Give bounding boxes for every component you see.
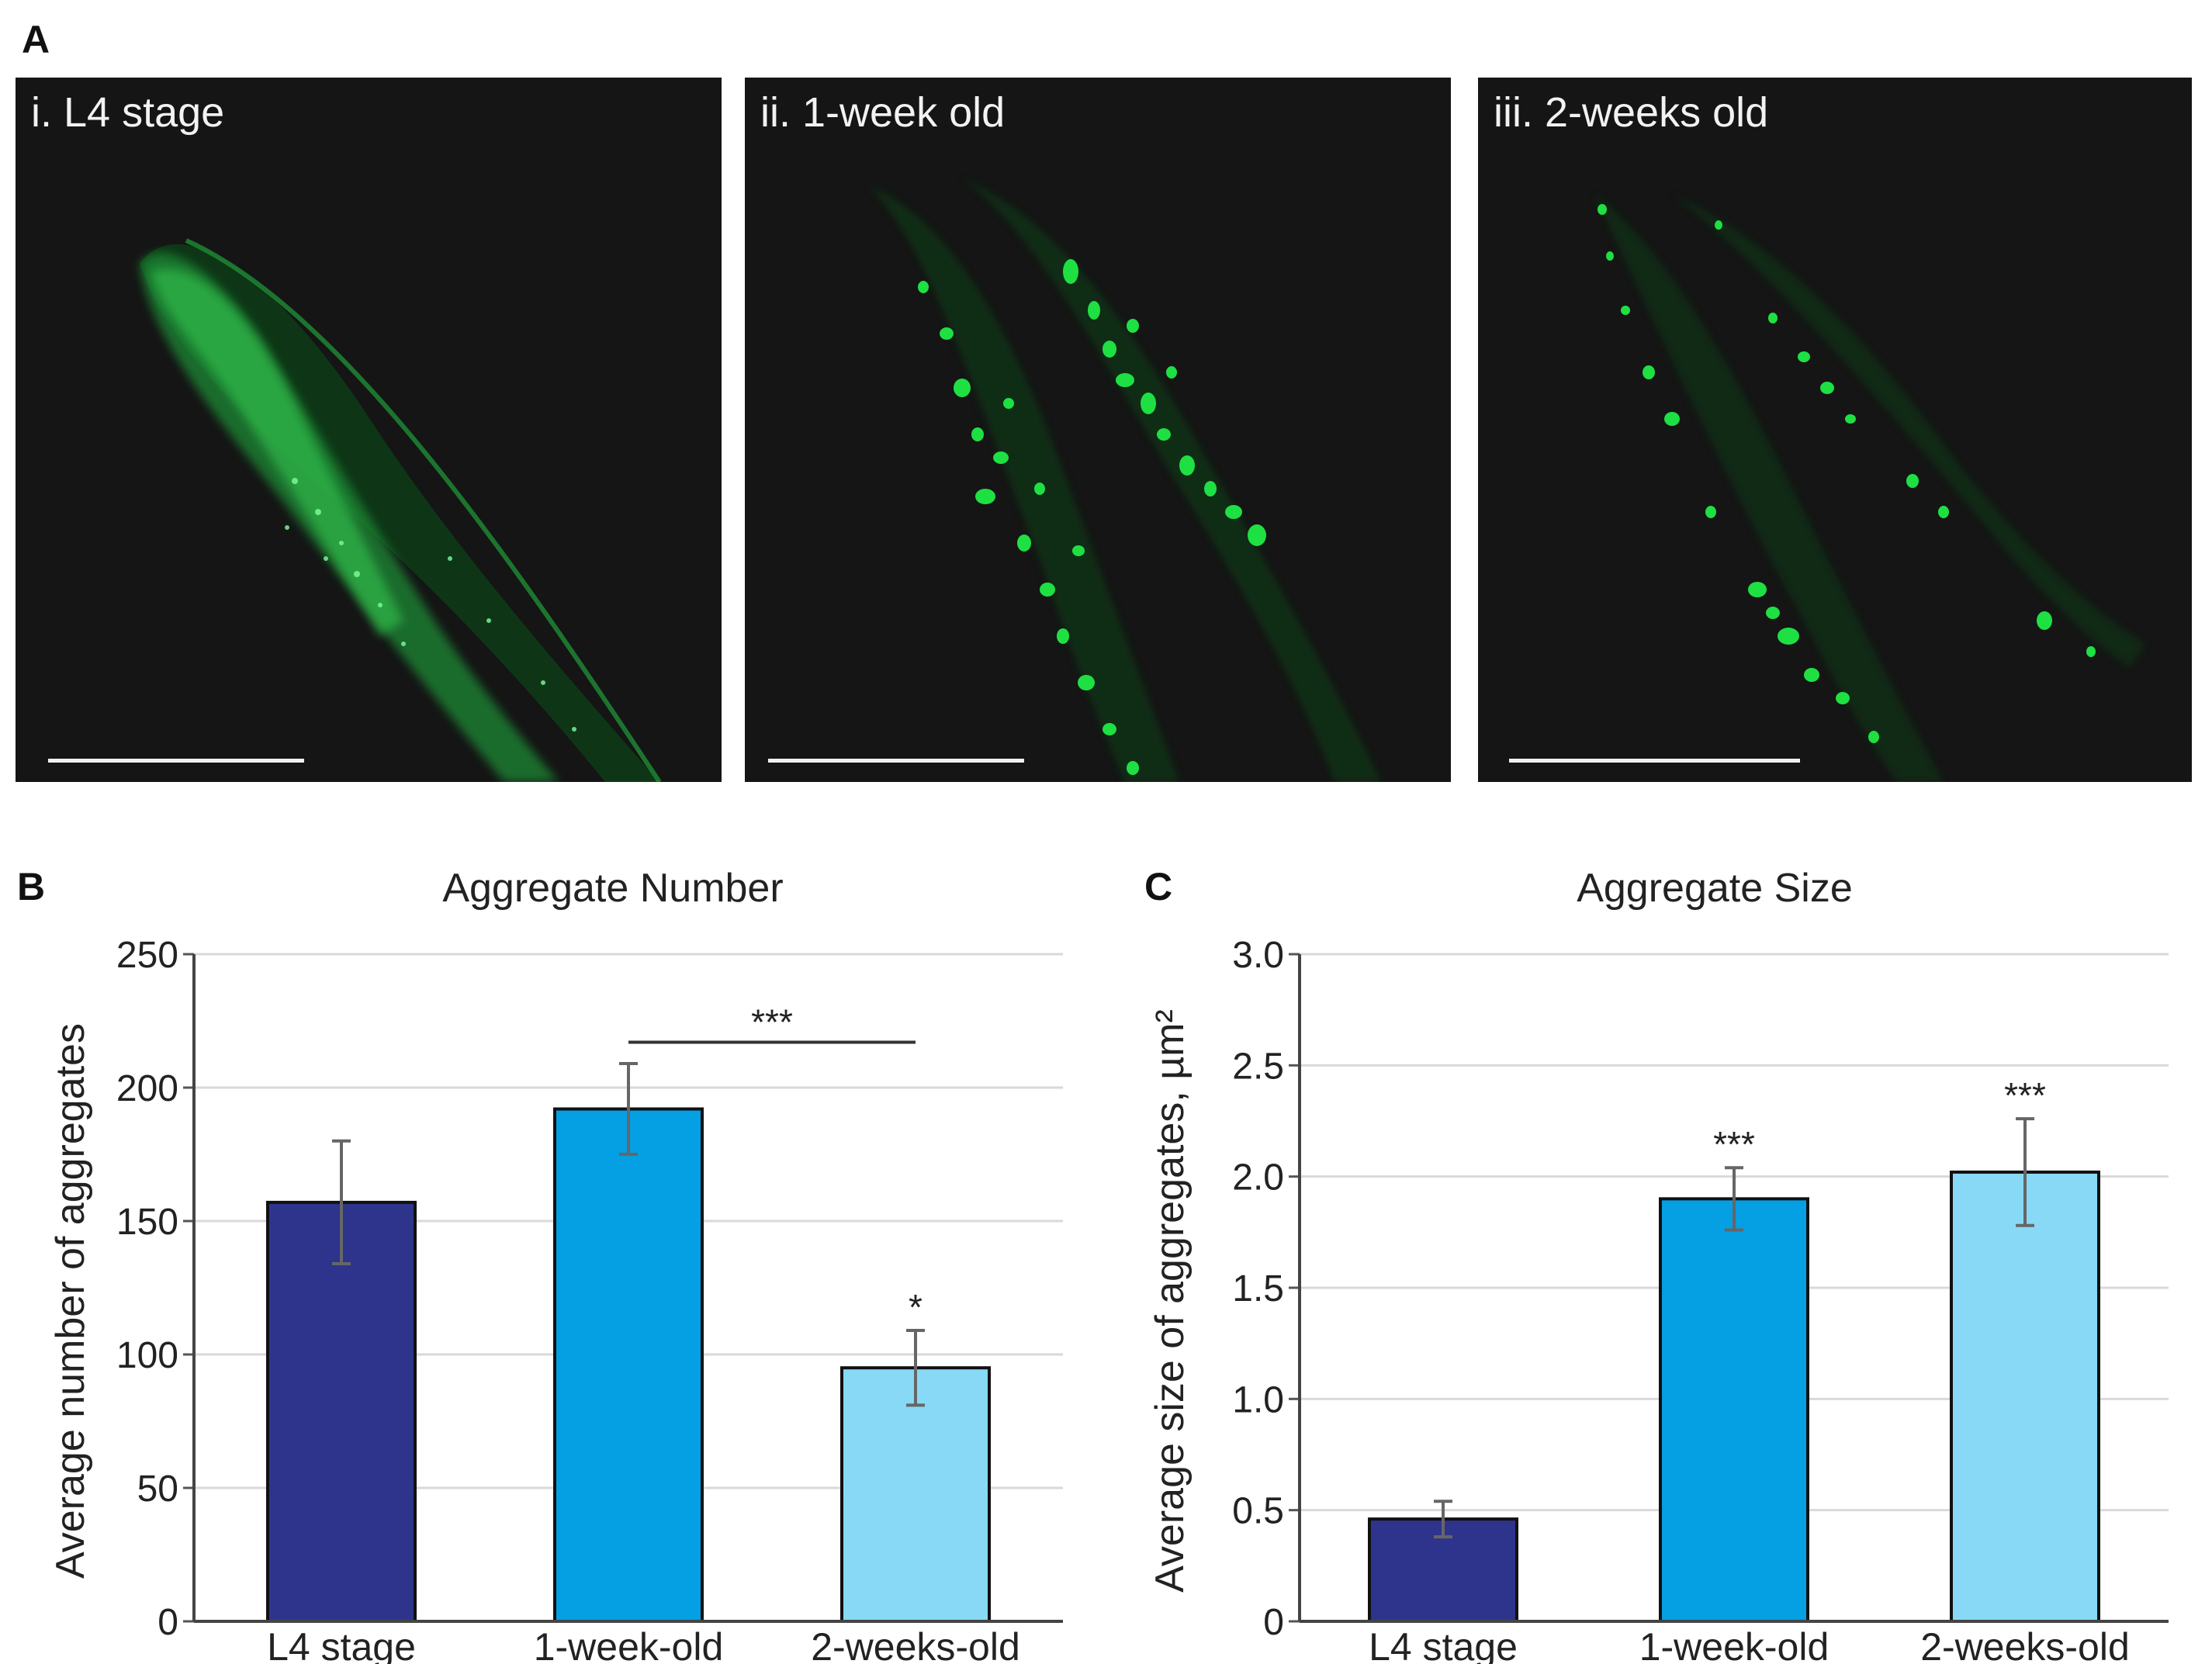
fluorescent-worm-aggregates-icon bbox=[1594, 194, 2145, 782]
micrograph-l4-stage: i. L4 stage bbox=[16, 78, 722, 782]
y-tick-label: 0.5 bbox=[1232, 1491, 1284, 1532]
y-tick-label: 50 bbox=[137, 1469, 178, 1510]
x-tick-label: L4 stage bbox=[267, 1625, 416, 1664]
y-tick-label: 0 bbox=[158, 1602, 178, 1643]
y-tick-label: 100 bbox=[116, 1335, 178, 1376]
x-tick-label: 1-week-old bbox=[1639, 1625, 1829, 1664]
bar bbox=[553, 1107, 704, 1623]
chart-title: Aggregate Number bbox=[442, 866, 783, 911]
bar bbox=[1659, 1197, 1809, 1624]
y-tick-label: 3.0 bbox=[1232, 935, 1284, 976]
x-tick-label: L4 stage bbox=[1369, 1625, 1518, 1664]
y-tick-label: 1.0 bbox=[1232, 1379, 1284, 1420]
x-tick-label: 2-weeks-old bbox=[811, 1625, 1020, 1664]
scale-bar bbox=[768, 759, 1024, 763]
x-tick-label: 1-week-old bbox=[534, 1625, 724, 1664]
y-tick-label: 150 bbox=[116, 1202, 178, 1243]
micrograph-1-week-old: ii. 1-week old bbox=[745, 78, 1451, 782]
aggregate-number-chart: B Aggregate Number Average number of agg… bbox=[17, 865, 1063, 1664]
panel-b-letter: B bbox=[17, 865, 45, 908]
y-tick-label: 0 bbox=[1263, 1602, 1284, 1643]
y-axis-label: Average size of aggregates, µm² bbox=[1148, 1009, 1193, 1593]
scale-bar bbox=[1509, 759, 1800, 763]
y-tick-label: 200 bbox=[116, 1068, 178, 1109]
significance-marker: *** bbox=[2004, 1075, 2046, 1116]
aggregate-size-chart: C Aggregate Size Average size of aggrega… bbox=[1144, 865, 2169, 1664]
y-tick-label: 2.5 bbox=[1232, 1046, 1284, 1087]
chart-title: Aggregate Size bbox=[1577, 866, 1853, 911]
y-tick-label: 250 bbox=[116, 935, 178, 976]
bar bbox=[1950, 1170, 2100, 1623]
micrograph-label: iii. 2-weeks old bbox=[1494, 89, 1769, 136]
micrograph-label: ii. 1-week old bbox=[760, 89, 1006, 136]
significance-marker: *** bbox=[1713, 1124, 1755, 1164]
bar bbox=[840, 1366, 991, 1623]
fluorescent-worm-aggregates-icon bbox=[869, 178, 1381, 782]
x-tick-label: 2-weeks-old bbox=[1920, 1625, 2130, 1664]
bar bbox=[266, 1200, 417, 1624]
y-tick-label: 2.0 bbox=[1232, 1157, 1284, 1199]
significance-marker: *** bbox=[751, 1002, 793, 1043]
panel-a-letter: A bbox=[22, 18, 50, 61]
y-tick-label: 1.5 bbox=[1232, 1268, 1284, 1309]
panel-c-letter: C bbox=[1144, 865, 1172, 908]
fluorescent-worm-diffuse-icon bbox=[140, 238, 662, 782]
micrograph-2-weeks-old: iii. 2-weeks old bbox=[1478, 78, 2192, 782]
micrograph-label: i. L4 stage bbox=[31, 89, 225, 136]
y-axis-label: Average number of aggregates bbox=[48, 1023, 93, 1579]
scale-bar bbox=[48, 759, 304, 763]
significance-marker: * bbox=[909, 1287, 923, 1327]
